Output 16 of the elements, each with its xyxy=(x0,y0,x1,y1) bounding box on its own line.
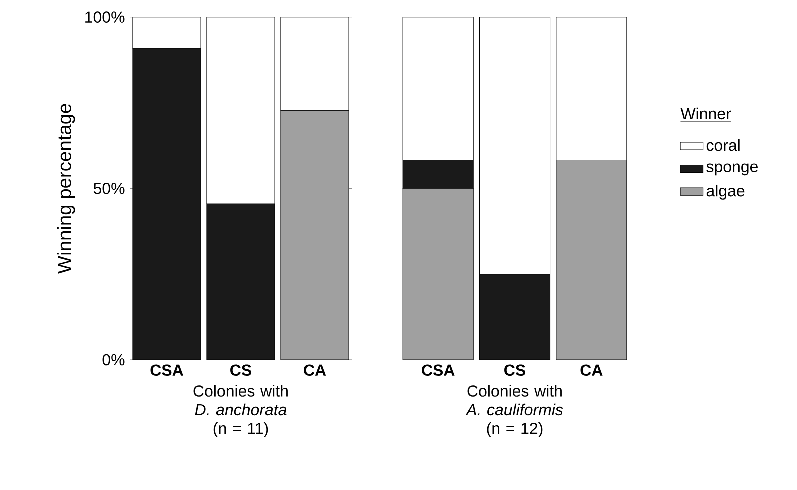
x-tick-label: CS xyxy=(504,364,526,376)
legend-label: algae xyxy=(706,184,745,200)
y-axis-title: Winning percentage xyxy=(57,104,76,274)
x-tick-label: CA xyxy=(304,364,326,376)
x-tick-label: CSA xyxy=(422,364,455,376)
legend-label: coral xyxy=(706,139,740,152)
x-tick-label: CA xyxy=(580,364,603,376)
legend-title: Winner xyxy=(680,108,732,120)
y-tick-label: 50% xyxy=(94,183,125,194)
x-tick-label: CS xyxy=(230,364,252,376)
x-axis-title: Colonies with A. cauliformis (n = 12) xyxy=(466,385,564,438)
x-axis-title: Colonies with D. anchorata (n = 11) xyxy=(194,385,288,438)
y-tick-label: 0% xyxy=(102,354,125,366)
legend-label: sponge xyxy=(706,164,758,176)
x-tick-label: CSA xyxy=(150,364,184,376)
y-tick-label: 100% xyxy=(86,12,125,23)
